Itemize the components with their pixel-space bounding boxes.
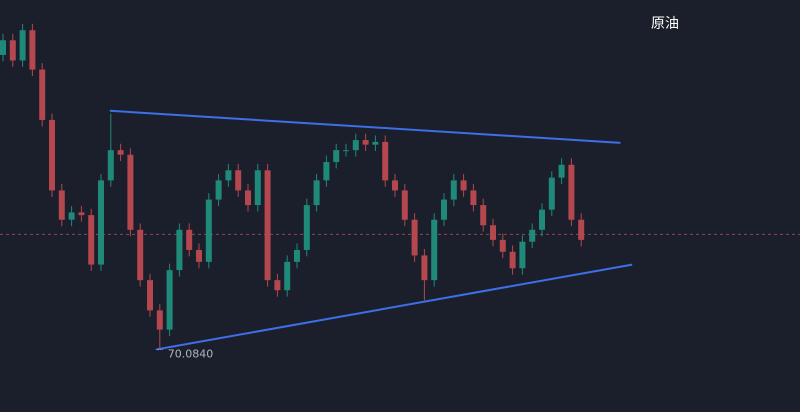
candle-body — [294, 249, 300, 262]
candle-body — [519, 241, 526, 269]
candle-body — [480, 205, 487, 226]
candle-body — [548, 177, 555, 210]
candle-body — [186, 229, 193, 250]
candle-body — [470, 190, 477, 206]
candle-body — [382, 141, 389, 181]
candle-body — [49, 119, 55, 191]
candle-body — [509, 251, 516, 269]
candle-body — [578, 219, 585, 240]
trend-line — [109, 109, 621, 144]
candle-body — [401, 190, 408, 220]
candle-body — [147, 280, 153, 311]
candle-body — [303, 205, 310, 250]
candle-body — [166, 270, 173, 330]
candle-body — [205, 199, 212, 262]
candle-body — [539, 209, 545, 230]
candle-body — [225, 170, 232, 181]
candle-body — [441, 199, 447, 220]
candle-body — [39, 69, 46, 120]
candle-body — [411, 219, 418, 256]
candle-body — [19, 30, 26, 61]
candle-body — [127, 154, 134, 230]
trend-line — [156, 263, 633, 351]
candle-body — [362, 140, 369, 145]
candle-body — [245, 190, 251, 206]
candle-body — [343, 150, 349, 152]
candle-body — [215, 180, 222, 200]
low-label: 70.0840 — [168, 347, 214, 360]
candle-body — [274, 280, 281, 291]
candle-body — [313, 180, 320, 206]
candle-body — [333, 150, 340, 163]
candle-body — [254, 170, 261, 206]
candle-body — [235, 170, 242, 191]
candle-body — [372, 141, 379, 145]
candle-body — [568, 164, 575, 220]
candle-body — [156, 310, 163, 330]
candle-body — [29, 30, 36, 70]
candle-body — [421, 255, 428, 281]
candle-body — [98, 180, 104, 265]
candle-body — [137, 229, 144, 281]
candle-body — [499, 239, 506, 252]
candle-body — [0, 40, 6, 55]
chart-title: 原油 — [651, 16, 679, 32]
candle-body — [323, 162, 330, 181]
candle-body — [264, 170, 271, 281]
candle-body — [450, 180, 457, 200]
candle-body — [58, 190, 65, 220]
candle-body — [176, 229, 183, 271]
candle-body — [431, 219, 438, 281]
candle-body — [196, 249, 202, 262]
candle-body — [9, 40, 16, 61]
candle-body — [88, 215, 95, 265]
candle-body — [460, 180, 467, 191]
candle-body — [352, 140, 359, 151]
candle-body — [392, 180, 398, 191]
candle-body — [558, 164, 565, 178]
candle-body — [284, 261, 291, 291]
candle-body — [529, 229, 536, 242]
candle-body — [107, 150, 114, 181]
candle-body — [68, 212, 75, 220]
candle-body — [490, 225, 496, 240]
candle-body — [117, 150, 124, 155]
candle-body — [78, 212, 85, 216]
